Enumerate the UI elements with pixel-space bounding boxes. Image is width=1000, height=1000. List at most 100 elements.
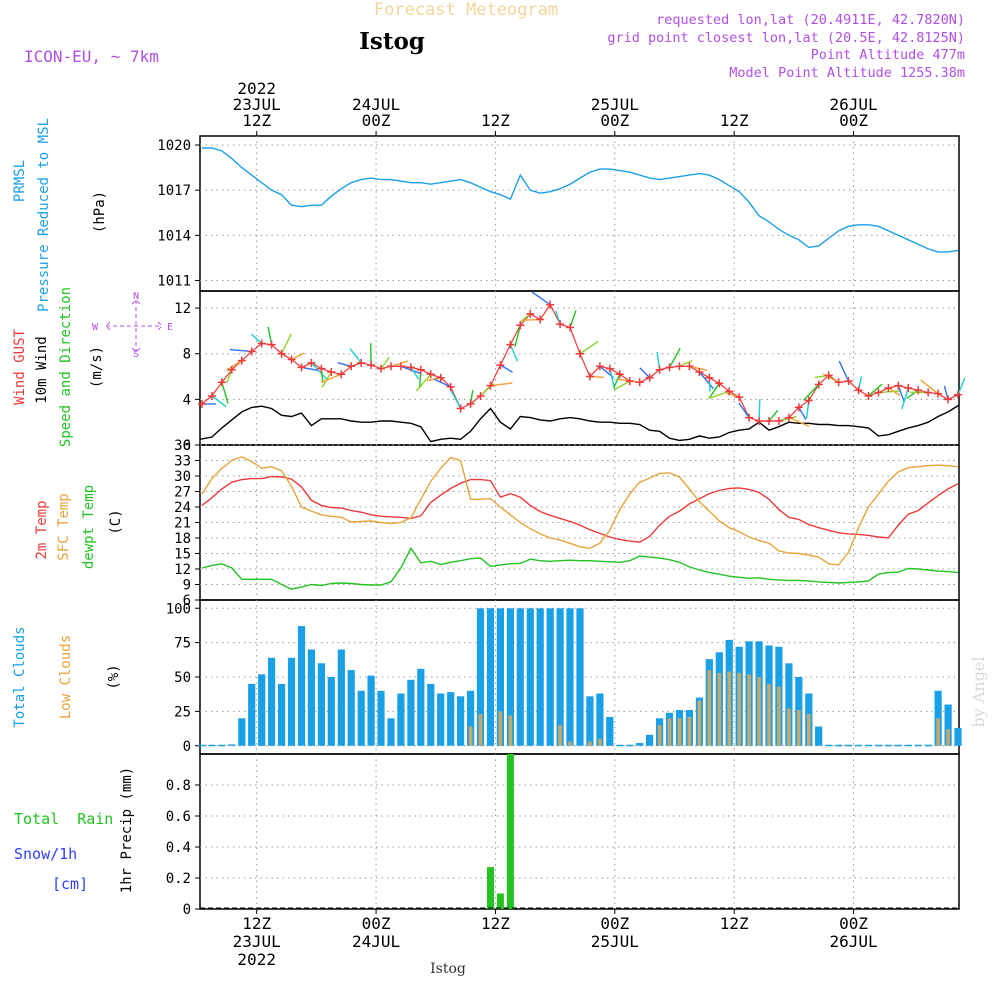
- gust-marker: [546, 300, 555, 309]
- top-time-label: 00Z: [839, 111, 868, 130]
- info-model-altitude: Model Point Altitude 1255.38m: [729, 65, 965, 81]
- total-cloud-bar: [636, 743, 644, 746]
- low-cloud-bar: [707, 670, 712, 746]
- low-cloud-bar: [478, 714, 483, 746]
- wind-direction-arrow: [320, 373, 342, 384]
- top-time-label: 12Z: [481, 111, 510, 130]
- wind-direction-arrow: [579, 340, 599, 355]
- y-tick-label: 18: [174, 531, 191, 547]
- wind-direction-arrow: [569, 310, 577, 328]
- gust-marker: [396, 362, 405, 371]
- temperature-series-line: [201, 456, 959, 566]
- y-tick-label: 0.6: [166, 809, 191, 825]
- bottom-time-label: 00Z: [600, 914, 629, 933]
- wind-direction-arrow: [434, 378, 451, 388]
- low-cloud-bar: [667, 718, 672, 746]
- y-tick-label: 15: [174, 547, 191, 563]
- top-time-label: 25JUL: [591, 95, 639, 114]
- total-cloud-bar: [228, 744, 236, 746]
- total-cloud-bar: [854, 744, 863, 747]
- gust-marker: [217, 378, 226, 387]
- gust-marker: [506, 340, 515, 349]
- gust-marker: [436, 373, 445, 382]
- wind-direction-arrow: [226, 359, 243, 371]
- gust-marker: [496, 361, 505, 370]
- wind-direction-arrow: [221, 382, 229, 404]
- wind-direction-arrow: [226, 369, 233, 384]
- total-cloud-bar: [606, 716, 614, 746]
- wind-direction-arrow: [668, 347, 681, 368]
- gust-marker: [794, 403, 803, 412]
- gust-marker: [207, 391, 216, 400]
- top-time-label: 26JUL: [829, 95, 877, 114]
- total-cloud-bar: [845, 744, 853, 747]
- gust-marker: [854, 386, 863, 395]
- bottom-time-label: 12Z: [242, 914, 271, 933]
- wind-direction-arrow: [788, 416, 810, 427]
- y-tick-label: 50: [174, 670, 191, 686]
- total-cloud-bar: [198, 744, 206, 747]
- y-tick-label: 30: [174, 469, 191, 485]
- wind-direction-arrow: [708, 383, 720, 399]
- y-tick-label: 1014: [157, 228, 191, 244]
- wind-speed-line: [199, 404, 960, 443]
- gust-marker: [814, 380, 823, 389]
- y-tick-label: 0.2: [166, 871, 191, 887]
- gust-marker: [297, 363, 306, 372]
- footer-station: Istog: [430, 961, 466, 977]
- total-cloud-bar: [566, 608, 574, 746]
- wind-direction-arrow: [514, 325, 521, 347]
- gust-marker: [894, 381, 903, 390]
- gust-marker: [277, 349, 286, 358]
- total-cloud-bar: [496, 608, 504, 746]
- total-cloud-bar: [815, 726, 823, 746]
- total-cloud-bar: [486, 608, 495, 746]
- gust-marker: [924, 388, 933, 397]
- total-cloud-bar: [297, 626, 306, 746]
- pressure-label-msl: Pressure Reduced to MSL: [36, 118, 52, 312]
- total-cloud-bar: [258, 674, 266, 746]
- precip-label-snow: Snow/1h: [14, 845, 77, 863]
- gust-marker: [307, 358, 316, 367]
- wind-direction-arrow: [211, 395, 227, 408]
- wind-direction-arrow: [291, 352, 305, 361]
- total-cloud-bar: [556, 608, 564, 746]
- total-cloud-bar: [586, 696, 594, 746]
- pressure-label-prmsl: PRMSL: [12, 160, 28, 202]
- total-cloud-bar: [387, 718, 395, 746]
- low-cloud-bar: [677, 718, 682, 746]
- gust-marker: [914, 386, 923, 395]
- low-cloud-bar: [498, 711, 503, 746]
- info-requested: requested lon,lat (20.4911E, 42.7820N): [656, 12, 965, 28]
- gust-marker: [476, 391, 485, 400]
- total-cloud-bar: [447, 692, 455, 746]
- wind-direction-arrow: [708, 390, 730, 400]
- gust-marker: [406, 363, 415, 372]
- gust-marker: [416, 365, 425, 374]
- bottom-time-label: 00Z: [839, 914, 868, 933]
- y-tick-label: 100: [166, 601, 191, 617]
- gust-marker: [446, 382, 455, 391]
- low-cloud-bar: [468, 726, 473, 746]
- wind-direction-arrow: [415, 373, 432, 392]
- total-cloud-bar: [536, 608, 544, 746]
- y-tick-label: 0: [183, 739, 191, 755]
- low-cloud-bar: [807, 714, 811, 746]
- low-cloud-bar: [737, 672, 741, 746]
- total-cloud-bar: [417, 668, 425, 746]
- total-cloud-bar: [248, 683, 256, 746]
- wind-direction-arrow: [838, 360, 850, 382]
- total-cloud-bar: [427, 683, 435, 746]
- wind-direction-arrow: [349, 348, 362, 364]
- low-cloud-bar: [568, 741, 572, 746]
- wind-direction-arrow: [798, 407, 807, 420]
- low-cloud-bar: [697, 700, 702, 746]
- total-cloud-bar: [218, 744, 226, 747]
- gust-marker: [655, 365, 664, 374]
- total-cloud-bar: [914, 744, 922, 747]
- wind-frame: [199, 290, 960, 446]
- wind-direction-arrow: [518, 313, 531, 324]
- gust-marker: [904, 383, 913, 392]
- compass-north-label: N: [133, 291, 139, 302]
- top-time-label: 12Z: [720, 111, 749, 130]
